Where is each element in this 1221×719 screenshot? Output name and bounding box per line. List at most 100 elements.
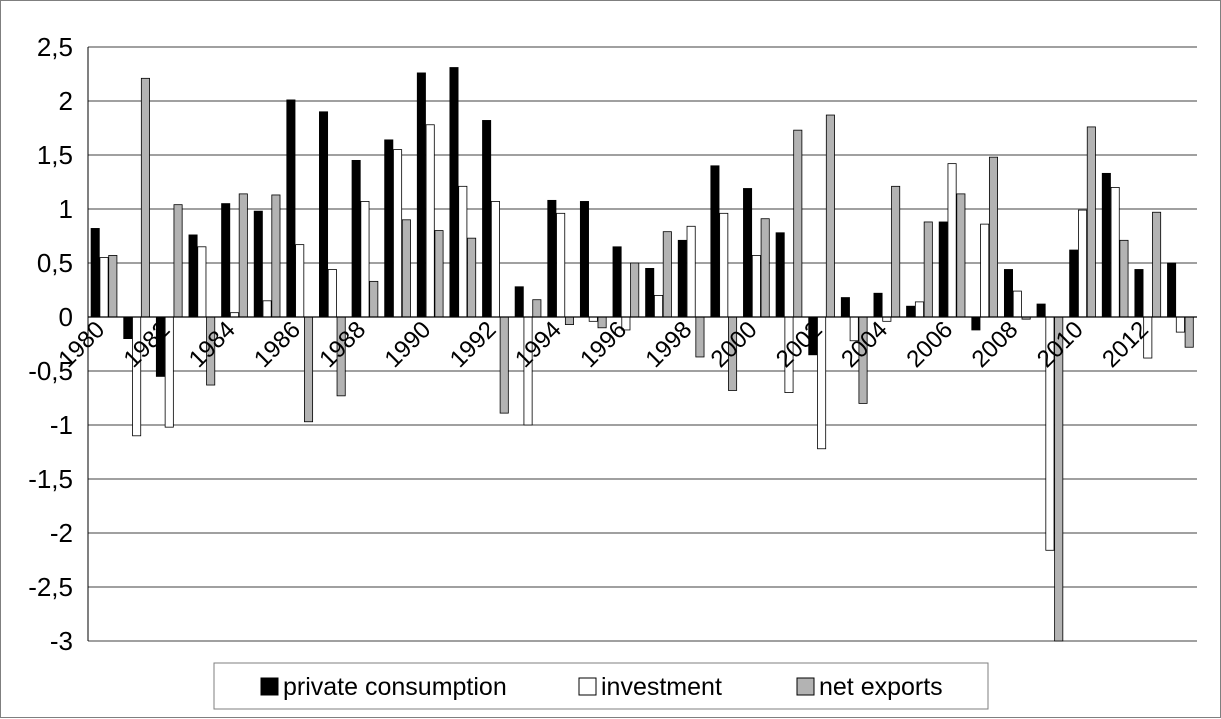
bar	[980, 223, 990, 318]
bar	[793, 129, 803, 318]
legend-box	[213, 662, 989, 710]
legend-swatch	[578, 677, 597, 696]
bar	[1152, 211, 1162, 318]
bar	[90, 228, 100, 318]
legend-swatch	[260, 677, 279, 696]
bar	[123, 316, 133, 340]
y-tick-label: 2,5	[37, 32, 73, 62]
bar	[360, 201, 370, 318]
bar	[1167, 262, 1177, 318]
bar	[1012, 290, 1022, 318]
bar	[914, 301, 924, 318]
bar	[579, 201, 589, 318]
bar	[882, 316, 892, 322]
bar	[173, 204, 183, 318]
bar	[1069, 249, 1079, 318]
bar	[1101, 172, 1111, 318]
bar	[434, 230, 444, 318]
bar	[327, 269, 337, 318]
bar	[271, 194, 281, 318]
bar	[514, 286, 524, 318]
bar	[197, 246, 207, 318]
bar	[262, 300, 272, 318]
bar	[1184, 316, 1194, 348]
legend-label: investment	[601, 673, 722, 701]
bar	[499, 316, 509, 414]
bar	[532, 299, 542, 318]
bar	[1134, 269, 1144, 318]
bar	[286, 99, 296, 318]
bar	[686, 225, 696, 318]
bar	[906, 305, 916, 318]
y-tick-label: 2	[59, 86, 73, 116]
bar	[873, 292, 883, 318]
bar	[458, 185, 468, 318]
bar	[229, 312, 239, 318]
x-tick-label: 1994	[510, 316, 567, 373]
y-tick-label: 0,5	[37, 248, 73, 278]
bar	[988, 156, 999, 318]
bar	[188, 234, 198, 318]
x-tick-label: 1990	[380, 316, 437, 373]
y-tick-label: -1	[50, 410, 73, 440]
x-tick-label: 1992	[445, 316, 502, 373]
y-tick-label: -2	[50, 518, 73, 548]
bar	[425, 124, 435, 318]
bar	[253, 210, 263, 318]
y-tick-label: 1,5	[37, 140, 73, 170]
bar	[1175, 316, 1185, 333]
bar	[351, 159, 361, 318]
legend: private consumption investment net exports	[213, 662, 989, 710]
bars	[90, 67, 1194, 642]
bar	[108, 255, 118, 318]
bar	[1036, 303, 1046, 318]
bar	[662, 231, 672, 318]
bar	[467, 237, 477, 318]
bar	[751, 255, 761, 318]
bar	[719, 212, 729, 318]
y-tick-label: -3	[50, 626, 73, 656]
y-tick-label: -1,5	[28, 464, 73, 494]
bar	[825, 114, 835, 318]
bar	[238, 193, 248, 318]
bar	[1086, 126, 1096, 318]
bar	[393, 149, 403, 318]
bar	[140, 77, 150, 318]
legend-label: private consumption	[283, 673, 507, 701]
y-tick-label: -2,5	[28, 572, 73, 602]
bar	[654, 294, 664, 318]
bar	[677, 239, 687, 318]
y-tick-label: 1	[59, 194, 73, 224]
bar	[1110, 186, 1120, 318]
bar	[743, 188, 753, 318]
bar	[547, 199, 557, 318]
bar	[1078, 209, 1088, 318]
bar	[630, 262, 640, 318]
bar	[221, 203, 231, 318]
x-tick-label: 2006	[901, 316, 958, 373]
bar	[384, 139, 394, 318]
bar	[416, 72, 426, 318]
bar	[564, 316, 574, 325]
y-tick-label: -0,5	[28, 356, 73, 386]
bar	[775, 232, 785, 318]
bar	[947, 163, 957, 318]
bar	[319, 111, 329, 318]
bar	[401, 219, 411, 318]
bar	[695, 316, 705, 358]
bar	[295, 244, 305, 318]
bar	[304, 316, 314, 423]
bar	[710, 165, 720, 318]
legend-swatch	[796, 677, 815, 696]
bar	[490, 201, 500, 318]
bar	[1119, 239, 1129, 318]
bar	[840, 297, 850, 318]
bar	[891, 185, 901, 318]
bar	[612, 246, 622, 318]
bar	[588, 316, 598, 322]
x-axis-tick-labels: 1980 1982 1984 1986 1988 1990 1992 1994 1996 1998…	[53, 316, 1154, 373]
y-tick-label: 0	[59, 302, 73, 332]
bar	[1003, 269, 1014, 318]
